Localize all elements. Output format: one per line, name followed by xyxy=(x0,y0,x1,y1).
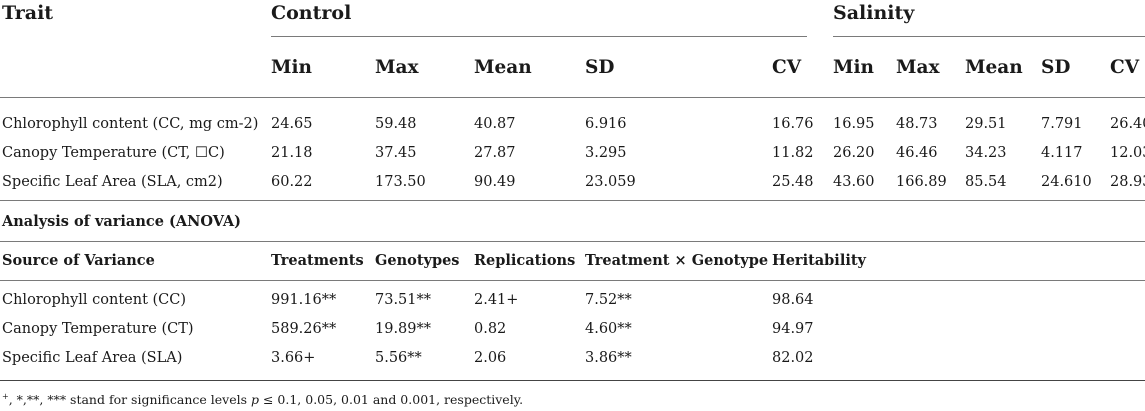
anova-header-heritability: Heritability xyxy=(772,252,866,269)
table-cell: 48.73 xyxy=(896,116,938,132)
subheader-salinity-sd: SD xyxy=(1041,57,1071,78)
footnote-p: p xyxy=(250,392,259,408)
table-cell: 26.40 xyxy=(1110,116,1145,132)
subheader-control-sd: SD xyxy=(585,57,615,78)
subheader-salinity-cv: CV xyxy=(1110,57,1140,78)
table-row-label: Chlorophyll content (CC) xyxy=(2,292,187,308)
table-row-label: Chlorophyll content (CC, mg cm-2) xyxy=(2,116,259,132)
table-cell: 27.87 xyxy=(474,145,516,161)
subheader-salinity-min: Min xyxy=(833,57,874,78)
table-cell: 3.295 xyxy=(585,145,627,161)
table-cell: 29.51 xyxy=(965,116,1007,132)
anova-title: Analysis of variance (ANOVA) xyxy=(2,213,241,230)
table-cell: 23.059 xyxy=(585,174,636,190)
table-cell: 2.06 xyxy=(474,350,507,366)
header-salinity: Salinity xyxy=(833,2,915,24)
top-table-bottom-rule xyxy=(0,200,1145,201)
subheader-control-mean: Mean xyxy=(474,57,532,78)
table-cell: 40.87 xyxy=(474,116,516,132)
table-cell: 0.82 xyxy=(474,321,507,337)
table-cell: 7.52** xyxy=(585,292,632,308)
table-cell: 19.89** xyxy=(375,321,432,337)
table-cell: 11.82 xyxy=(772,145,814,161)
table-cell: 12.03 xyxy=(1110,145,1145,161)
table-cell: 7.791 xyxy=(1041,116,1083,132)
table-cell: 24.610 xyxy=(1041,174,1092,190)
salinity-underline xyxy=(833,36,1145,37)
footnote-text-after: ≤ 0.1, 0.05, 0.01 and 0.001, respectivel… xyxy=(259,392,524,408)
table-row-label: Canopy Temperature (CT) xyxy=(2,321,194,337)
table-cell: 26.20 xyxy=(833,145,875,161)
header-trait: Trait xyxy=(2,2,54,24)
table-cell: 37.45 xyxy=(375,145,417,161)
footnote-symbol: + xyxy=(2,392,9,401)
table-cell: 6.916 xyxy=(585,116,627,132)
table-cell: 5.56** xyxy=(375,350,422,366)
subheader-control-max: Max xyxy=(375,57,419,78)
anova-header-genotypes: Genotypes xyxy=(375,252,460,269)
table-cell: 173.50 xyxy=(375,174,426,190)
table-cell: 166.89 xyxy=(896,174,947,190)
table-cell: 60.22 xyxy=(271,174,313,190)
table-cell: 3.66+ xyxy=(271,350,316,366)
subheader-salinity-mean: Mean xyxy=(965,57,1023,78)
table-cell: 82.02 xyxy=(772,350,814,366)
table-cell: 90.49 xyxy=(474,174,516,190)
table-cell: 3.86** xyxy=(585,350,632,366)
anova-top-rule xyxy=(0,241,1145,242)
table-cell: 28.93 xyxy=(1110,174,1145,190)
subheader-salinity-max: Max xyxy=(896,57,940,78)
top-header-rule xyxy=(0,97,1145,98)
table-row-label: Specific Leaf Area (SLA) xyxy=(2,350,183,366)
table-cell: 34.23 xyxy=(965,145,1007,161)
table-bottom-rule xyxy=(0,380,1145,381)
footnote-text-before: , *,**, *** stand for significance level… xyxy=(8,392,251,408)
table-cell: 16.95 xyxy=(833,116,875,132)
table-cell: 98.64 xyxy=(772,292,814,308)
table-cell: 24.65 xyxy=(271,116,313,132)
table-row-label: Specific Leaf Area (SLA, cm2) xyxy=(2,174,223,190)
table-cell: 25.48 xyxy=(772,174,814,190)
table-cell: 2.41+ xyxy=(474,292,519,308)
control-underline xyxy=(271,36,807,37)
table-cell: 16.76 xyxy=(772,116,814,132)
table-cell: 94.97 xyxy=(772,321,814,337)
table-cell: 73.51** xyxy=(375,292,432,308)
anova-header-source: Source of Variance xyxy=(2,252,155,269)
table-cell: 21.18 xyxy=(271,145,313,161)
table-cell: 46.46 xyxy=(896,145,938,161)
table-cell: 4.60** xyxy=(585,321,632,337)
table-cell: 589.26** xyxy=(271,321,337,337)
table-cell: 4.117 xyxy=(1041,145,1083,161)
anova-header-interaction: Treatment × Genotype xyxy=(585,252,769,269)
table-cell: 85.54 xyxy=(965,174,1007,190)
subheader-control-cv: CV xyxy=(772,57,802,78)
table-cell: 991.16** xyxy=(271,292,337,308)
table-row-label: Canopy Temperature (CT, ☐C) xyxy=(2,145,225,161)
anova-header-treatments: Treatments xyxy=(271,252,364,269)
subheader-control-min: Min xyxy=(271,57,312,78)
table-cell: 59.48 xyxy=(375,116,417,132)
table-cell: 43.60 xyxy=(833,174,875,190)
header-control: Control xyxy=(271,2,352,24)
footnote: +, *,**, *** stand for significance leve… xyxy=(2,393,523,407)
anova-header-replications: Replications xyxy=(474,252,576,269)
anova-header-rule xyxy=(0,280,1145,281)
